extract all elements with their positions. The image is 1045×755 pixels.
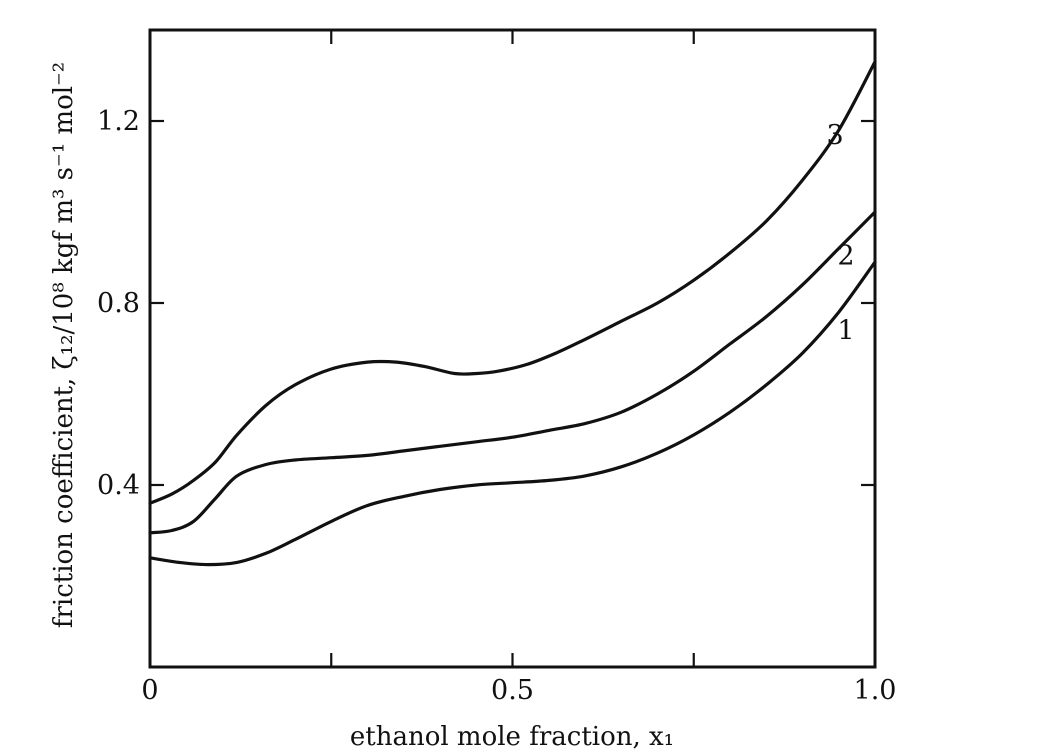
x-tick-label: 1.0 bbox=[854, 675, 897, 706]
y-tick-label: 1.2 bbox=[97, 106, 140, 137]
y-axis-title: friction coefficient, ζ₁₂/10⁸ kgf m³ s⁻¹… bbox=[49, 62, 79, 628]
y-tick-label: 0.4 bbox=[97, 470, 140, 501]
x-tick-label: 0.5 bbox=[491, 675, 534, 706]
curve-3 bbox=[148, 60, 877, 505]
curve-labels: 1 2 3 bbox=[827, 120, 855, 347]
curve-label-2: 2 bbox=[837, 240, 854, 271]
plot-frame bbox=[148, 28, 877, 669]
axis-tick-labels: 0 0.5 1.0 0.4 0.8 1.2 bbox=[97, 106, 896, 706]
axis-ticks bbox=[150, 30, 875, 667]
curve-1 bbox=[148, 260, 877, 567]
curve-label-3: 3 bbox=[827, 120, 844, 151]
x-tick-label: 0 bbox=[141, 675, 158, 706]
curve-label-1: 1 bbox=[837, 315, 854, 346]
curve-2 bbox=[148, 210, 877, 535]
y-tick-label: 0.8 bbox=[97, 288, 140, 319]
x-axis-title: ethanol mole fraction, x₁ bbox=[350, 722, 674, 752]
curves bbox=[148, 60, 877, 567]
